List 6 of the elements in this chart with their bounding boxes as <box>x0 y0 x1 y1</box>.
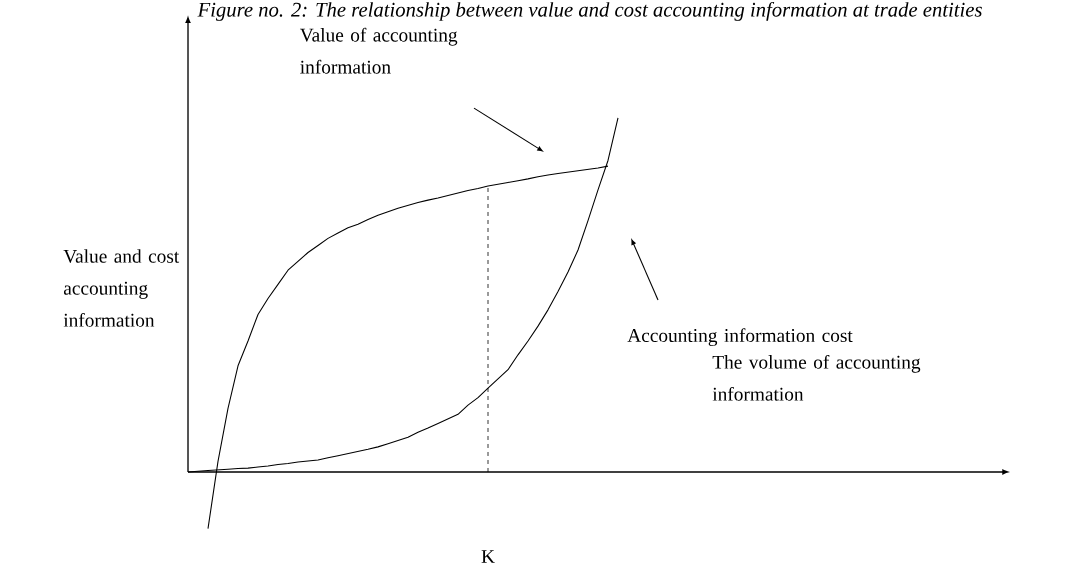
chart-title: Figure no. 2: The relationship between value and cost accounting information at trade entities <box>197 1 982 21</box>
text: Accounting information cost <box>627 328 853 347</box>
x-axis-title: The volume of accounting information <box>712 354 921 401</box>
text: Value of accounting information <box>299 27 458 74</box>
y-axis-title: Value and cost accounting information <box>63 249 180 327</box>
text: K <box>481 550 495 563</box>
